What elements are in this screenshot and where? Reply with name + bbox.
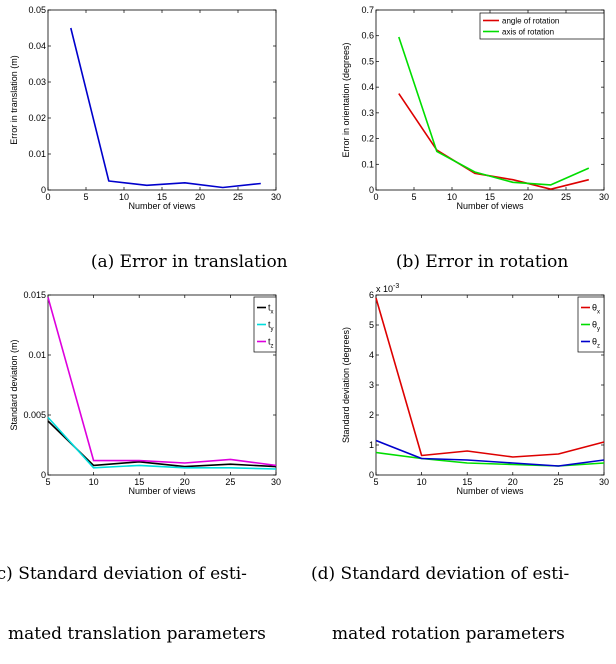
series-line-x: [47, 420, 277, 468]
caption-b: (b) Error in rotation: [385, 232, 569, 272]
y-tick-label: 0.7: [361, 5, 374, 15]
legend-entry-x: θx: [592, 303, 600, 316]
x-tick-label: 5: [45, 477, 50, 487]
y-tick-label: 0.5: [361, 56, 374, 66]
y-tick-label: 0.6: [361, 31, 374, 41]
plot-area: [47, 9, 277, 191]
caption-d: (d) Standard deviation of esti- mated ro…: [311, 524, 569, 664]
legend-axis-of-rotation: axis of rotation: [502, 28, 554, 37]
x-tick-label: 5: [83, 192, 88, 202]
legend-entry-z: tz: [268, 337, 274, 350]
x-tick-label: 15: [157, 192, 167, 202]
y-tick-label: 3: [369, 380, 374, 390]
y-tick-label: 5: [369, 320, 374, 330]
x-tick-label: 20: [195, 192, 205, 202]
y-axis-label: Standard deviation (degrees): [341, 327, 351, 443]
x-tick-label: 10: [447, 192, 457, 202]
y-scale-factor: x 10-3: [376, 283, 399, 294]
chart-rotation-std: 5 10 15 20 25 30 0 1 2 3 4 5 6 Number of views Standar…: [341, 283, 609, 496]
caption-c-line1: (c) Standard deviation of esti-: [0, 564, 247, 584]
x-tick-label: 20: [180, 477, 190, 487]
x-tick-label: 20: [508, 477, 518, 487]
y-tick-label: 0.04: [28, 41, 46, 51]
x-tick-label: 15: [134, 477, 144, 487]
legend: tx ty tz: [253, 296, 277, 353]
x-tick-label: 30: [271, 192, 281, 202]
y-tick-label: 0.3: [361, 108, 374, 118]
legend: θx θy θz: [577, 296, 605, 353]
x-tick-label: 30: [599, 477, 609, 487]
y-tick-label: 0.015: [23, 290, 46, 300]
y-tick-label: 0.1: [361, 159, 374, 169]
x-tick-label: 25: [561, 192, 571, 202]
series-line-x: [375, 297, 605, 458]
series-line-0: [70, 27, 261, 189]
x-tick-label: 25: [553, 477, 563, 487]
legend-box: [479, 12, 605, 40]
x-tick-label: 10: [417, 477, 427, 487]
x-tick-label: 5: [373, 477, 378, 487]
series-line-0: [398, 93, 589, 190]
caption-a-label: (a) Error in translation: [90, 252, 288, 272]
y-tick-label: 0.01: [28, 149, 46, 159]
legend-entry-y: ty: [268, 320, 274, 333]
y-tick-label: 0.02: [28, 113, 46, 123]
caption-c-line2: mated translation parameters: [8, 624, 266, 644]
caption-d-line2: mated rotation parameters: [332, 624, 565, 644]
y-tick-label: 0: [369, 470, 374, 480]
x-axis-label: Number of views: [128, 486, 196, 496]
plot-area: [375, 294, 605, 476]
x-tick-label: 5: [411, 192, 416, 202]
caption-a: (a) Error in translation: [80, 232, 288, 272]
y-tick-label: 0.4: [361, 82, 374, 92]
chart-translation-std: 5 10 15 20 25 30 0 0.005 0.01 0.015 Number of view…: [9, 290, 281, 496]
y-tick-label: 6: [369, 290, 374, 300]
x-axis-label: Number of views: [456, 486, 524, 496]
y-tick-label: 2: [369, 410, 374, 420]
series-line-z: [47, 297, 277, 467]
y-tick-label: 0.05: [28, 5, 46, 15]
caption-b-label: (b) Error in rotation: [395, 252, 569, 272]
x-tick-label: 10: [119, 192, 129, 202]
legend-angle-of-rotation: angle of rotation: [502, 17, 559, 26]
y-axis-label: Error in orientation (degrees): [341, 42, 351, 157]
caption-d-line1: (d) Standard deviation of esti-: [311, 564, 570, 584]
x-tick-label: 25: [225, 477, 235, 487]
y-tick-label: 0: [41, 185, 46, 195]
y-tick-label: 0.03: [28, 77, 46, 87]
y-tick-label: 0.005: [23, 410, 46, 420]
y-tick-label: 0.2: [361, 134, 374, 144]
x-tick-label: 20: [523, 192, 533, 202]
y-tick-label: 4: [369, 350, 374, 360]
caption-c: (c) Standard deviation of esti- mated tr…: [0, 524, 266, 664]
legend-entry-x: tx: [268, 303, 274, 316]
series-line-1: [398, 36, 590, 186]
y-tick-label: 0: [41, 470, 46, 480]
legend-entry-y: θy: [592, 320, 600, 333]
series-line-z: [375, 439, 605, 467]
y-tick-label: 0: [369, 185, 374, 195]
x-axis-label: Number of views: [456, 201, 524, 211]
y-tick-label: 0.01: [28, 350, 46, 360]
x-tick-label: 30: [599, 192, 609, 202]
x-tick-label: 30: [271, 477, 281, 487]
y-tick-label: 1: [369, 440, 374, 450]
x-tick-label: 0: [45, 192, 50, 202]
chart-translation-error: 0 5 10 15 20 25 30 0 0.01 0.02 0.03 0.04 0.05 Number …: [9, 5, 281, 211]
x-tick-label: 15: [462, 477, 472, 487]
legend-entry-z: θz: [592, 337, 600, 350]
y-axis-label: Standard deviation (m): [9, 339, 19, 430]
y-axis-label: Error in translation (m): [9, 55, 19, 145]
x-tick-label: 0: [373, 192, 378, 202]
x-tick-label: 15: [485, 192, 495, 202]
series-line-y: [47, 416, 277, 470]
chart-rotation-error: 0 5 10 15 20 25 30 0 0.1 0.2 0.3 0.4 0.5 0.6 0.7 Number…: [341, 5, 609, 211]
plot-area: [47, 294, 277, 476]
x-tick-label: 10: [89, 477, 99, 487]
x-tick-label: 25: [233, 192, 243, 202]
legend: angle of rotation axis of rotation: [479, 12, 605, 40]
x-axis-label: Number of views: [128, 201, 196, 211]
